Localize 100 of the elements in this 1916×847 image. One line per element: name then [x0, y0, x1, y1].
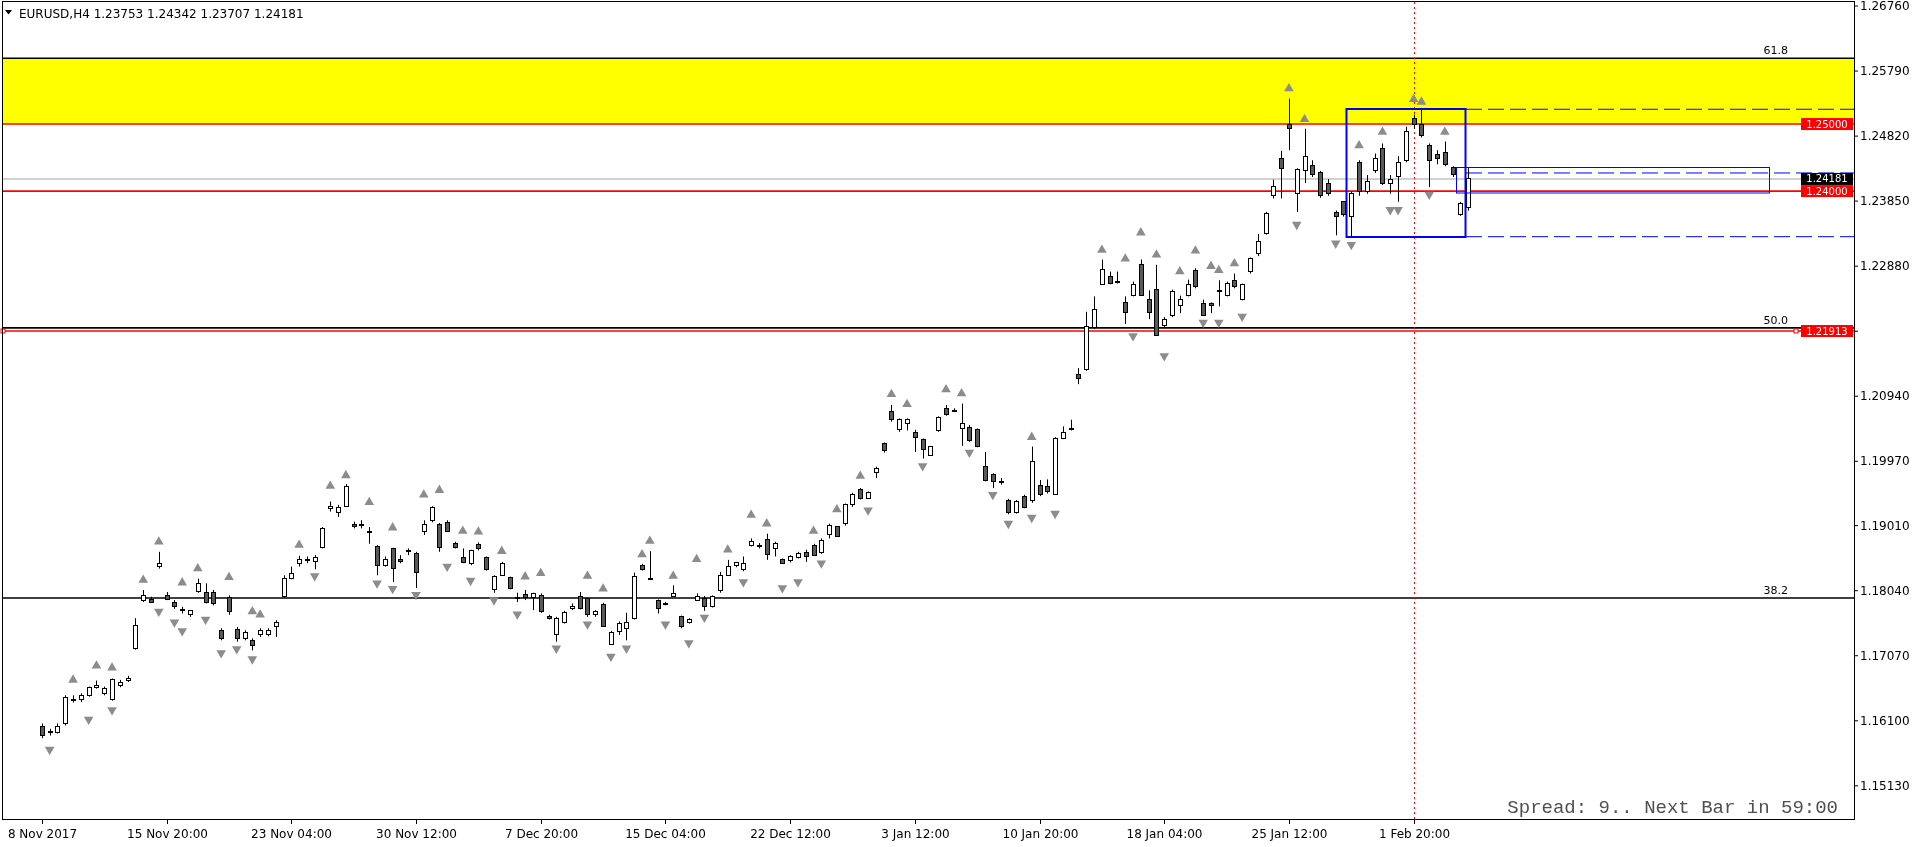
point	[1097, 244, 1107, 253]
point	[1026, 514, 1037, 524]
x-tick-label: 1 Feb 20:00	[1378, 827, 1451, 841]
x-tick-label: 15 Dec 04:00	[625, 827, 706, 841]
point	[177, 628, 187, 637]
point	[1175, 265, 1185, 275]
point	[1050, 510, 1060, 520]
point	[761, 518, 772, 527]
y-tick-label: 1.19010	[1860, 518, 1910, 533]
candlestick	[1395, 155, 1402, 203]
point	[1416, 96, 1427, 105]
candlestick	[1348, 191, 1355, 238]
point	[434, 484, 445, 493]
x-tick-label: 22 Dec 12:00	[750, 827, 831, 841]
point	[107, 662, 117, 671]
point	[699, 614, 710, 624]
y-tick-label: 1.23850	[1860, 194, 1910, 209]
point	[1299, 113, 1310, 123]
annotation: 50.0	[1763, 313, 1788, 327]
point	[902, 398, 912, 408]
point	[1190, 245, 1201, 254]
point	[83, 716, 94, 725]
chart-title: EURUSD,H4 1.23753 1.24342 1.23707 1.24181	[19, 7, 304, 21]
point	[192, 563, 203, 572]
point	[231, 646, 242, 655]
point	[551, 645, 562, 654]
point	[247, 605, 258, 615]
point	[746, 509, 756, 518]
point	[44, 746, 55, 756]
point	[917, 463, 928, 472]
point	[91, 660, 102, 669]
point	[442, 563, 452, 573]
point	[457, 525, 468, 534]
x-tick-label: 7 Dec 20:00	[504, 827, 579, 841]
point	[606, 653, 616, 662]
point	[169, 619, 180, 628]
point	[216, 650, 226, 659]
point	[1377, 126, 1388, 135]
y-tick-label: 1.19970	[1860, 454, 1910, 469]
y-tick-label: 1.18040	[1860, 583, 1910, 598]
point	[309, 573, 320, 582]
point	[473, 526, 484, 535]
point	[489, 597, 499, 606]
point	[886, 388, 897, 398]
point	[200, 616, 211, 626]
point	[255, 609, 265, 618]
point	[341, 469, 351, 479]
point	[1213, 264, 1224, 273]
point	[387, 585, 398, 595]
point	[325, 480, 336, 489]
y-tick-label: 1.15130	[1860, 778, 1910, 793]
point	[247, 656, 258, 665]
point	[793, 579, 803, 588]
point	[154, 536, 164, 545]
point	[419, 489, 429, 498]
point	[154, 608, 164, 618]
point	[496, 545, 507, 554]
point	[621, 645, 632, 654]
point	[1136, 227, 1146, 236]
point	[645, 535, 655, 544]
y-tick-label: 1.16100	[1860, 713, 1910, 728]
point	[411, 591, 421, 601]
x-tick-label: 15 Nov 20:00	[127, 827, 208, 841]
point	[1151, 249, 1162, 258]
ref-line-label: 1.24000	[1806, 185, 1848, 197]
point	[1003, 520, 1014, 530]
y-tick-label: 1.24820	[1860, 129, 1910, 144]
point	[465, 577, 476, 587]
y-tick-label: 1.17070	[1860, 648, 1910, 663]
x-tick-label: 23 Nov 04:00	[251, 827, 332, 841]
x-tick-label: 10 Jan 20:00	[1002, 827, 1079, 841]
x-tick-label: 30 Nov 12:00	[376, 827, 457, 841]
point	[683, 640, 694, 649]
point	[738, 579, 749, 588]
point	[535, 567, 546, 577]
candlestick	[1122, 295, 1129, 325]
point	[1440, 126, 1450, 135]
x-tick-label: 18 Jan 04:00	[1126, 827, 1203, 841]
point	[964, 449, 975, 459]
point	[1408, 93, 1419, 102]
point	[941, 384, 951, 393]
point	[107, 707, 117, 716]
ref-line-label: 1.21913	[1806, 325, 1848, 337]
point	[364, 496, 375, 505]
point	[224, 571, 234, 581]
candlestick	[1278, 150, 1285, 199]
point	[1120, 253, 1131, 262]
point	[777, 585, 788, 594]
point	[68, 674, 78, 683]
candlestick	[647, 550, 654, 581]
annotation: 61.8	[1763, 44, 1788, 58]
point	[691, 553, 702, 562]
point	[582, 621, 593, 630]
point	[1229, 257, 1240, 267]
point	[1026, 431, 1037, 440]
point	[387, 522, 398, 531]
candlestick	[1286, 98, 1293, 151]
ref-line-label: 1.25000	[1806, 118, 1848, 130]
point	[863, 507, 873, 516]
candlestick	[1255, 233, 1262, 257]
